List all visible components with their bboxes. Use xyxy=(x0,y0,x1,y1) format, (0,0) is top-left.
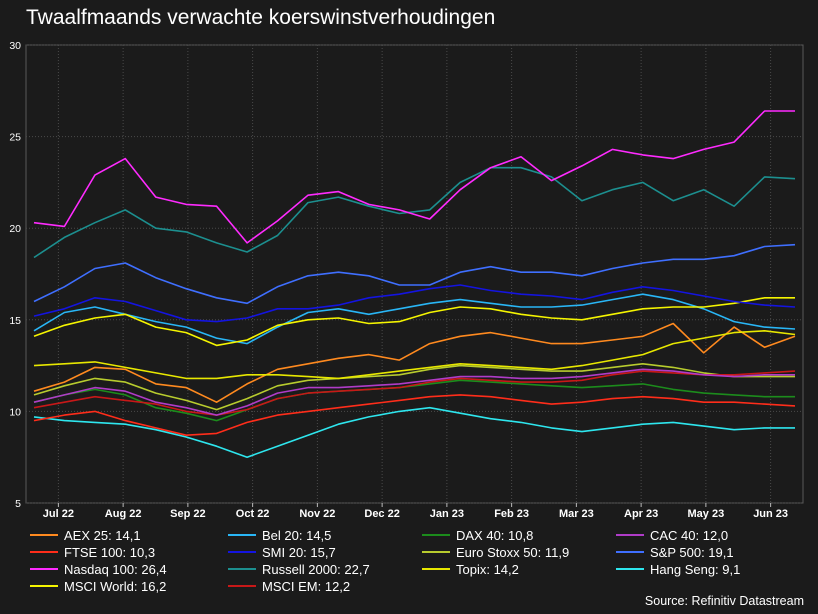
series-line xyxy=(33,379,795,422)
legend-item: MSCI World: 16,2 xyxy=(30,578,166,594)
legend-item: S&P 500: 19,1 xyxy=(616,544,734,560)
legend-swatch xyxy=(422,534,450,536)
legend-item: FTSE 100: 10,3 xyxy=(30,544,155,560)
series-line xyxy=(33,406,795,459)
legend-swatch xyxy=(228,568,256,570)
legend-swatch xyxy=(30,568,58,570)
series-line xyxy=(33,110,795,244)
legend-item: Nasdaq 100: 26,4 xyxy=(30,561,167,577)
series-line xyxy=(33,368,795,416)
y-tick-label: 5 xyxy=(15,498,21,510)
legend-label: AEX 25: 14,1 xyxy=(64,527,141,543)
legend-label: Bel 20: 14,5 xyxy=(262,527,332,543)
x-tick-label: Aug 22 xyxy=(105,508,142,520)
legend-swatch xyxy=(30,551,58,553)
y-tick-label: 10 xyxy=(9,406,21,418)
legend-swatch xyxy=(422,568,450,570)
series-line xyxy=(33,370,796,416)
legend-label: MSCI EM: 12,2 xyxy=(262,578,351,594)
x-tick-label: Jul 22 xyxy=(43,508,74,520)
legend-swatch xyxy=(422,551,450,553)
legend-swatch xyxy=(616,551,644,553)
x-tick-label: Jan 23 xyxy=(430,508,464,520)
legend-item: Topix: 14,2 xyxy=(422,561,519,577)
legend-swatch xyxy=(30,585,58,587)
legend-label: Hang Seng: 9,1 xyxy=(650,561,741,577)
x-tick-label: Mar 23 xyxy=(559,508,594,520)
x-tick-label: Sep 22 xyxy=(170,508,205,520)
legend-swatch xyxy=(616,568,644,570)
legend-swatch xyxy=(228,551,256,553)
legend-item: MSCI EM: 12,2 xyxy=(228,578,350,594)
x-tick-label: Jun 23 xyxy=(753,508,788,520)
x-tick-label: Apr 23 xyxy=(624,508,658,520)
x-tick-label: May 23 xyxy=(688,508,725,520)
legend: AEX 25: 14,1 Bel 20: 14,5 DAX 40: 10,8 CAC … xyxy=(0,527,818,595)
legend-label: SMI 20: 15,7 xyxy=(262,544,336,560)
source-note: Source: Refinitiv Datastream xyxy=(644,594,804,608)
legend-label: Topix: 14,2 xyxy=(456,561,519,577)
legend-label: CAC 40: 12,0 xyxy=(650,527,729,543)
y-tick-label: 25 xyxy=(9,132,21,144)
legend-label: Russell 2000: 22,7 xyxy=(262,561,370,577)
legend-swatch xyxy=(228,585,256,587)
legend-swatch xyxy=(30,534,58,536)
series-line xyxy=(33,284,796,323)
legend-item: Euro Stoxx 50: 11,9 xyxy=(422,544,569,560)
legend-label: Nasdaq 100: 26,4 xyxy=(64,561,167,577)
legend-label: S&P 500: 19,1 xyxy=(650,544,734,560)
legend-item: CAC 40: 12,0 xyxy=(616,527,728,543)
legend-label: MSCI World: 16,2 xyxy=(64,578,167,594)
series-line xyxy=(33,362,795,411)
x-tick-label: Oct 22 xyxy=(236,508,270,520)
legend-item: Russell 2000: 22,7 xyxy=(228,561,370,577)
legend-item: SMI 20: 15,7 xyxy=(228,544,336,560)
x-tick-label: Dec 22 xyxy=(364,508,399,520)
legend-item: Bel 20: 14,5 xyxy=(228,527,331,543)
series-line xyxy=(33,243,796,305)
x-tick-label: Feb 23 xyxy=(494,508,529,520)
series-line xyxy=(33,322,796,404)
series-line xyxy=(33,293,796,345)
y-tick-label: 30 xyxy=(9,40,21,52)
plot-frame xyxy=(25,44,804,504)
legend-item: AEX 25: 14,1 xyxy=(30,527,141,543)
legend-swatch xyxy=(228,534,256,536)
legend-label: Euro Stoxx 50: 11,9 xyxy=(456,544,570,560)
series-line xyxy=(33,166,796,259)
legend-label: FTSE 100: 10,3 xyxy=(64,544,156,560)
y-tick-label: 15 xyxy=(9,315,21,327)
y-tick-label: 20 xyxy=(9,223,21,235)
chart-title: Twaalfmaands verwachte koerswinstverhoud… xyxy=(26,6,496,29)
x-tick-label: Nov 22 xyxy=(299,508,335,520)
legend-item: DAX 40: 10,8 xyxy=(422,527,533,543)
legend-item: Hang Seng: 9,1 xyxy=(616,561,740,577)
series-line xyxy=(33,296,795,347)
series-line xyxy=(33,394,796,437)
series-line xyxy=(33,329,796,380)
legend-swatch xyxy=(616,534,644,536)
legend-label: DAX 40: 10,8 xyxy=(456,527,534,543)
